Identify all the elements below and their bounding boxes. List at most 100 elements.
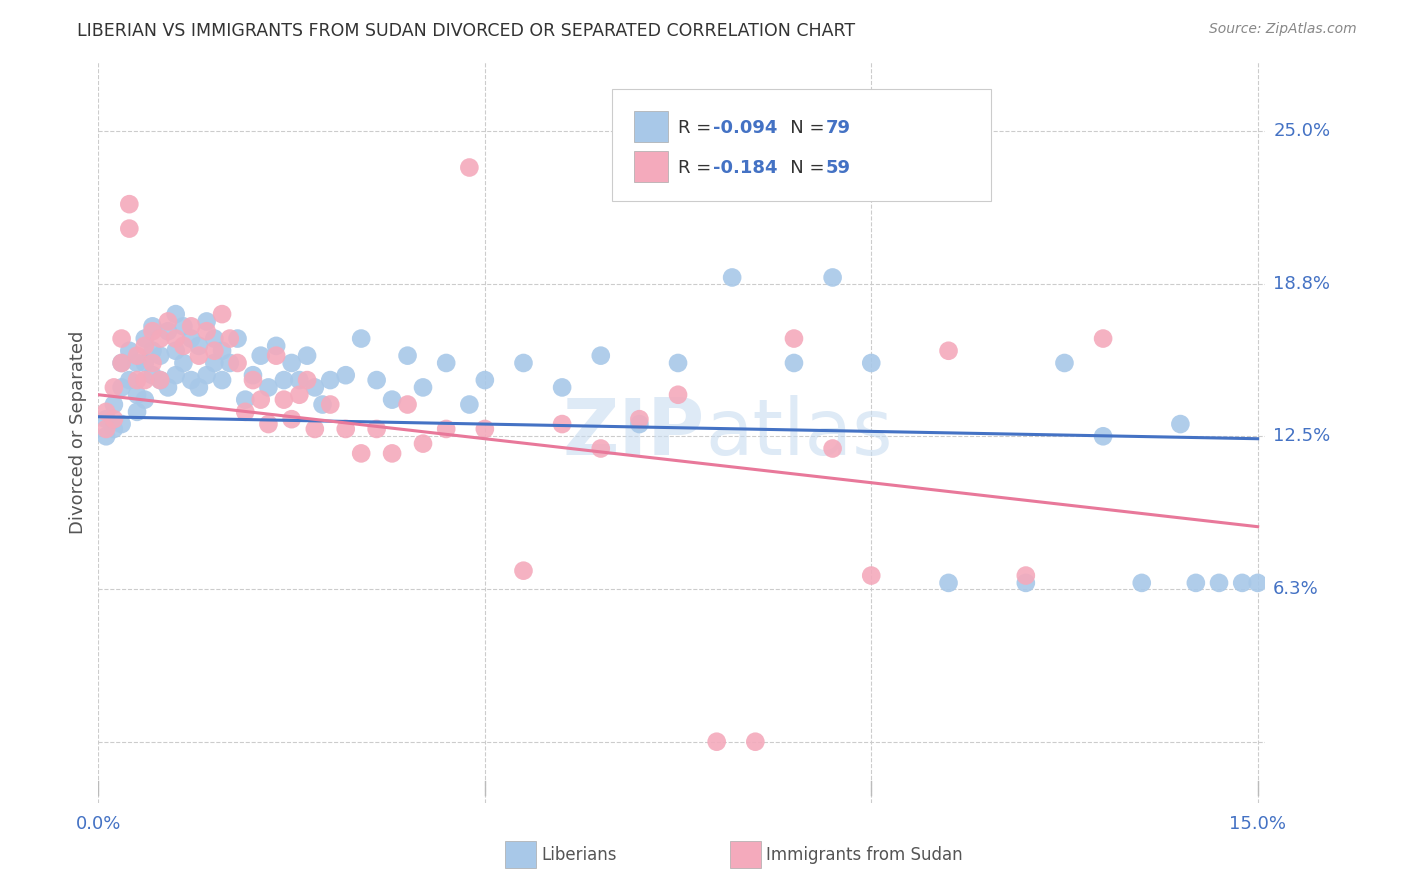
Text: 25.0%: 25.0% <box>1272 122 1330 140</box>
Point <box>211 343 233 358</box>
Point <box>335 368 357 383</box>
Point <box>149 373 172 387</box>
Text: R =: R = <box>678 119 717 136</box>
Text: R =: R = <box>678 159 717 177</box>
Y-axis label: Divorced or Separated: Divorced or Separated <box>69 331 87 534</box>
Point <box>381 392 404 407</box>
Point <box>103 412 125 426</box>
Point <box>1185 575 1208 590</box>
Point <box>118 221 141 235</box>
Text: 59: 59 <box>825 159 851 177</box>
Point <box>165 332 187 346</box>
Point <box>1247 575 1270 590</box>
Point <box>110 332 132 346</box>
Point <box>195 324 218 338</box>
Point <box>783 332 806 346</box>
Point <box>187 380 209 394</box>
Point <box>149 373 172 387</box>
Point <box>288 373 311 387</box>
Point <box>512 564 534 578</box>
Point <box>257 417 280 431</box>
Point <box>938 343 960 358</box>
Point <box>94 429 117 443</box>
Point <box>366 422 388 436</box>
Point <box>295 349 318 363</box>
Point <box>103 397 125 411</box>
Point <box>938 575 960 590</box>
Point <box>187 339 209 353</box>
Point <box>295 373 318 387</box>
Point <box>350 446 373 460</box>
Point <box>412 380 434 394</box>
Point <box>156 380 179 394</box>
Text: 79: 79 <box>825 119 851 136</box>
Point <box>172 339 194 353</box>
Point <box>273 373 295 387</box>
Text: 6.3%: 6.3% <box>1272 580 1319 598</box>
Point <box>319 397 342 411</box>
Point <box>304 380 326 394</box>
Point <box>396 397 419 411</box>
Point <box>125 388 148 402</box>
Point <box>474 422 496 436</box>
Point <box>180 373 202 387</box>
Point <box>1092 429 1115 443</box>
Point <box>165 343 187 358</box>
Point <box>319 373 342 387</box>
Point <box>860 568 883 582</box>
Point <box>512 356 534 370</box>
Point <box>311 397 333 411</box>
Point <box>218 356 240 370</box>
Point <box>628 412 651 426</box>
Point <box>280 412 302 426</box>
Point <box>666 356 689 370</box>
Text: N =: N = <box>773 159 831 177</box>
Point <box>110 380 132 394</box>
Point <box>589 349 612 363</box>
Point <box>202 356 225 370</box>
Point <box>706 735 728 749</box>
Point <box>233 392 256 407</box>
Point <box>156 324 179 338</box>
Point <box>744 735 766 749</box>
Text: 0.0%: 0.0% <box>76 815 121 833</box>
Text: 15.0%: 15.0% <box>1229 815 1286 833</box>
Point <box>125 373 148 387</box>
Point <box>233 405 256 419</box>
Point <box>134 339 156 353</box>
Text: -0.094: -0.094 <box>713 119 778 136</box>
Point <box>458 161 481 175</box>
Point <box>458 397 481 411</box>
Point <box>366 373 388 387</box>
Point <box>783 356 806 370</box>
Point <box>350 332 373 346</box>
Point <box>211 373 233 387</box>
Point <box>273 392 295 407</box>
Point <box>195 314 218 328</box>
Point <box>172 319 194 334</box>
Text: atlas: atlas <box>706 394 893 471</box>
Point <box>180 332 202 346</box>
Point <box>249 392 271 407</box>
Point <box>226 332 249 346</box>
Point <box>434 356 457 370</box>
Point <box>821 442 844 456</box>
Point <box>110 356 132 370</box>
Point <box>412 436 434 450</box>
Point <box>551 417 574 431</box>
Point <box>187 349 209 363</box>
Text: -0.184: -0.184 <box>713 159 778 177</box>
Point <box>165 307 187 321</box>
Point <box>125 349 148 363</box>
Point <box>134 373 156 387</box>
Point <box>257 380 280 394</box>
Point <box>110 356 132 370</box>
Point <box>381 446 404 460</box>
Point <box>103 380 125 394</box>
Point <box>118 373 141 387</box>
Point <box>821 270 844 285</box>
Point <box>134 332 156 346</box>
Text: ZIP: ZIP <box>562 394 706 471</box>
Point <box>118 343 141 358</box>
Point <box>1170 417 1192 431</box>
